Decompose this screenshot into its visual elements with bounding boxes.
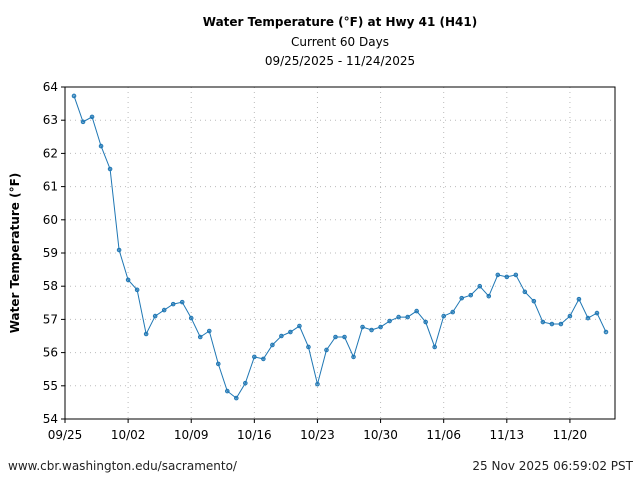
- generated-timestamp: 25 Nov 2025 06:59:02 PST: [472, 459, 633, 473]
- data-point: [567, 313, 573, 319]
- x-tick-label: 11/13: [490, 428, 525, 442]
- data-point: [432, 344, 437, 350]
- data-point: [504, 274, 510, 280]
- data-point: [405, 314, 410, 320]
- y-tick-label: 54: [43, 412, 58, 426]
- y-tick-label: 58: [43, 279, 58, 293]
- data-point: [387, 318, 392, 324]
- data-point: [342, 334, 347, 340]
- data-point: [125, 277, 131, 283]
- data-point: [594, 310, 600, 316]
- data-point: [98, 143, 104, 149]
- data-point: [549, 321, 555, 327]
- x-tick-label: 09/25: [48, 428, 83, 442]
- data-point: [188, 315, 194, 321]
- y-tick-label: 62: [43, 146, 58, 160]
- data-point: [288, 329, 293, 335]
- temperature-line: [73, 95, 607, 399]
- x-tick-label: 10/30: [363, 428, 398, 442]
- data-point: [197, 334, 203, 340]
- data-point: [89, 114, 95, 120]
- data-point: [306, 344, 311, 350]
- data-point: [441, 313, 446, 319]
- data-point: [243, 380, 248, 386]
- data-point: [414, 308, 419, 314]
- data-point: [378, 324, 383, 330]
- x-tick-label: 10/02: [111, 428, 146, 442]
- data-point: [468, 292, 474, 298]
- data-point: [161, 307, 167, 313]
- data-point: [603, 329, 609, 335]
- data-point: [234, 395, 239, 401]
- data-point: [396, 314, 401, 320]
- data-point: [143, 331, 149, 337]
- source-url[interactable]: www.cbr.washington.edu/sacramento/: [8, 459, 237, 473]
- y-tick-label: 63: [43, 113, 58, 127]
- data-point: [576, 296, 582, 302]
- y-tick-label: 55: [43, 379, 58, 393]
- data-point: [324, 347, 329, 353]
- chart-date-range: 09/25/2025 - 11/24/2025: [264, 54, 416, 68]
- data-point: [423, 319, 428, 325]
- data-point: [134, 287, 140, 293]
- data-point: [261, 356, 266, 362]
- data-point: [170, 301, 176, 307]
- data-point: [369, 327, 374, 333]
- data-point: [315, 381, 320, 387]
- data-point: [224, 388, 230, 394]
- data-point: [522, 289, 528, 295]
- data-point: [360, 324, 365, 330]
- data-point: [215, 361, 221, 367]
- y-tick-label: 57: [43, 312, 58, 326]
- data-point: [270, 342, 275, 348]
- data-point: [585, 315, 591, 321]
- data-point: [450, 309, 456, 315]
- data-point: [558, 321, 564, 327]
- data-point: [333, 334, 338, 340]
- data-point: [179, 299, 185, 305]
- data-point: [279, 333, 284, 339]
- y-tick-label: 59: [43, 246, 58, 260]
- data-point: [477, 283, 483, 289]
- y-tick-label: 64: [43, 80, 58, 94]
- x-tick-label: 10/23: [300, 428, 335, 442]
- data-point: [486, 293, 492, 299]
- data-point: [116, 247, 122, 253]
- data-point: [351, 354, 356, 360]
- data-point: [152, 313, 158, 319]
- x-tick-label: 11/20: [553, 428, 588, 442]
- data-point: [459, 295, 465, 301]
- data-point: [71, 93, 77, 99]
- x-tick-label: 10/09: [174, 428, 209, 442]
- chart-subtitle: Current 60 Days: [291, 35, 389, 49]
- data-point: [495, 272, 501, 278]
- x-tick-label: 11/06: [426, 428, 461, 442]
- y-tick-label: 61: [43, 180, 58, 194]
- data-point: [252, 354, 257, 360]
- data-point: [540, 319, 546, 325]
- chart-title: Water Temperature (°F) at Hwy 41 (H41): [202, 15, 478, 29]
- data-point: [513, 272, 519, 278]
- data-point: [531, 298, 537, 304]
- y-tick-label: 60: [43, 213, 58, 227]
- y-axis-label: Water Temperature (°F): [8, 173, 22, 334]
- data-point: [107, 166, 113, 172]
- x-tick-label: 10/16: [237, 428, 272, 442]
- data-point: [80, 119, 86, 125]
- y-tick-label: 56: [43, 346, 58, 360]
- plot-frame: [64, 86, 616, 420]
- data-point: [206, 328, 212, 334]
- data-point: [297, 323, 302, 329]
